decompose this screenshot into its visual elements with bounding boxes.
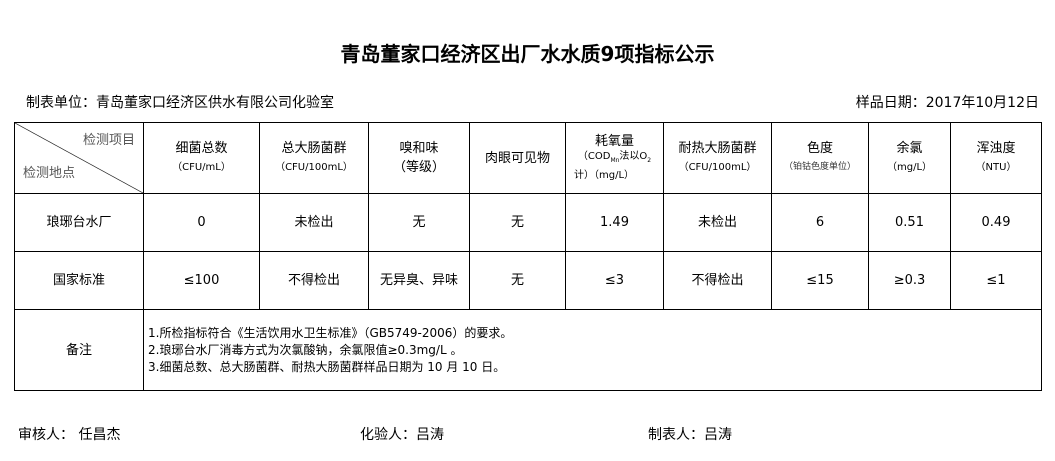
cell: 未检出 (663, 193, 772, 252)
cell: 0.51 (868, 193, 951, 252)
cell: 不得检出 (663, 251, 772, 310)
table-maker: 制表人：吕涛 (648, 427, 732, 443)
header-cell: 嗅和味 （等级） (368, 122, 470, 194)
header-cell: 耐热大肠菌群 （CFU/100mL） (663, 122, 772, 194)
table-row: 国家标准 ≤100 不得检出 无异臭、异味 无 ≤3 不得检出 ≤15 ≥0.3… (14, 251, 1042, 310)
cell: 未检出 (259, 193, 369, 252)
corner-cell: 检测项目检测地点 (14, 122, 144, 194)
note-line: 2.琅琊台水厂消毒方式为次氯酸钠，余氯限值≥0.3mg/L 。 (148, 342, 463, 357)
row-label: 琅琊台水厂 (14, 193, 144, 252)
page-title: 青岛董家口经济区出厂水水质9项指标公示 (340, 42, 715, 66)
header-cell: 总大肠菌群 （CFU/100mL） (259, 122, 369, 194)
cell: ≥0.3 (868, 251, 951, 310)
notes-label: 备注 (14, 309, 144, 391)
header-row: 检测项目检测地点 细菌总数 （CFU/mL） 总大肠菌群 （CFU/100mL） 嗅… (14, 122, 1042, 194)
reviewer: 审核人： 任昌杰 (18, 427, 121, 443)
cell: 0 (143, 193, 260, 252)
header-cell: 耗氧量 （CODMn法以O2 计）（mg/L） (565, 122, 664, 194)
note-line: 3.细菌总数、总大肠菌群、耐热大肠菌群样品日期为 10 月 10 日。 (148, 359, 506, 374)
header-cell: 细菌总数 （CFU/mL） (143, 122, 260, 194)
corner-bottom: 检测地点 (23, 166, 76, 181)
sample-date: 样品日期：2017年10月12日 (855, 95, 1039, 111)
issuing-unit: 制表单位：青岛董家口经济区供水有限公司化验室 (26, 95, 334, 111)
water-quality-table: 检测项目检测地点 细菌总数 （CFU/mL） 总大肠菌群 （CFU/100mL） 嗅… (14, 122, 1042, 391)
cell: ≤100 (143, 251, 260, 310)
cell: 不得检出 (259, 251, 369, 310)
note-line: 1.所检指标符合《生活饮用水卫生标准》（GB5749-2006）的要求。 (148, 325, 513, 340)
table-row: 琅琊台水厂 0 未检出 无 无 1.49 未检出 6 0.51 0.49 (14, 193, 1042, 252)
cell: 无 (368, 193, 470, 252)
header-cell: 肉眼可见物 (469, 122, 566, 194)
cell: 无 (469, 193, 566, 252)
tester: 化验人：吕涛 (360, 427, 444, 443)
cell: ≤15 (771, 251, 869, 310)
corner-top: 检测项目 (82, 133, 135, 148)
header-cell: 浑浊度 （NTU） (950, 122, 1042, 194)
cell: 无 (469, 251, 566, 310)
notes-content: 1.所检指标符合《生活饮用水卫生标准》（GB5749-2006）的要求。 2.琅… (143, 309, 1042, 391)
header-cell: 余氯 （mg/L） (868, 122, 951, 194)
row-label: 国家标准 (14, 251, 144, 310)
cell: ≤3 (565, 251, 664, 310)
header-cell: 色度 （铂钴色度单位） (771, 122, 869, 194)
cell: 无异臭、异味 (368, 251, 470, 310)
notes-row: 备注 1.所检指标符合《生活饮用水卫生标准》（GB5749-2006）的要求。 … (14, 309, 1042, 391)
cell: ≤1 (950, 251, 1042, 310)
cell: 1.49 (565, 193, 664, 252)
cell: 0.49 (950, 193, 1042, 252)
cell: 6 (771, 193, 869, 252)
